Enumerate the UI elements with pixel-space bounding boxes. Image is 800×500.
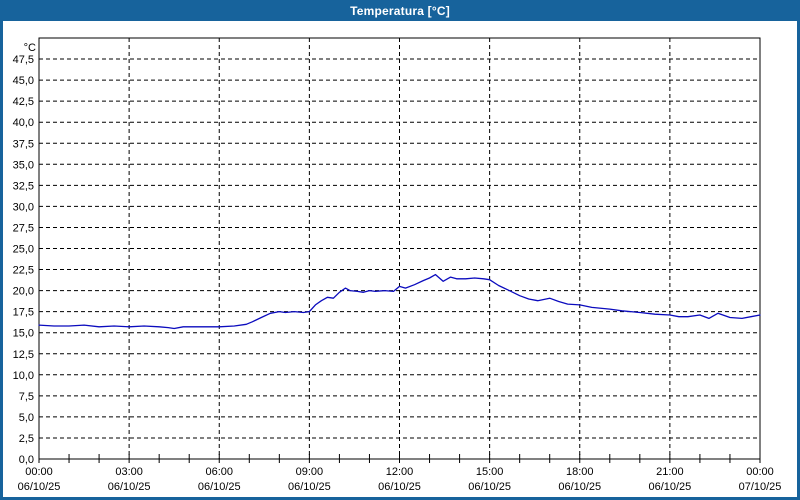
x-axis-time-label: 15:00: [476, 466, 504, 478]
y-axis-tick-label: 17,5: [13, 307, 34, 319]
y-axis-tick-label: 32,5: [13, 180, 34, 192]
y-axis-tick-label: 12,5: [13, 349, 34, 361]
y-axis-tick-label: 30,0: [13, 201, 34, 213]
y-axis-tick-label: 40,0: [13, 117, 34, 129]
y-axis-tick-label: 15,0: [13, 328, 34, 340]
x-axis-time-label: 00:00: [25, 466, 53, 478]
y-axis-tick-label: 35,0: [13, 159, 34, 171]
y-axis-tick-label: 10,0: [13, 370, 34, 382]
y-axis-tick-label: 22,5: [13, 265, 34, 277]
y-axis-unit-label: °C: [24, 42, 36, 54]
title-bar: Temperatura [°C]: [0, 0, 800, 21]
y-axis-tick-label: 27,5: [13, 222, 34, 234]
temperature-chart: 0,0 2,5 5,0 7,5 10,0 12,5 15,0 17,5 20,0 22,5 25,0…: [13, 37, 782, 493]
temperature-line: [38, 273, 761, 330]
x-axis-date-label: 06/10/25: [108, 481, 151, 493]
x-axis-date-label: 06/10/25: [558, 481, 601, 493]
x-axis-date-label: 06/10/25: [288, 481, 331, 493]
y-axis-tick-label: 37,5: [13, 138, 34, 150]
x-axis-time-label: 21:00: [656, 466, 684, 478]
y-axis-tick-label: 47,5: [13, 54, 34, 66]
y-axis-tick-label: 5,0: [19, 412, 34, 424]
y-axis-tick-label: 0,0: [19, 454, 34, 466]
plot-border: [38, 37, 761, 460]
x-axis-time-label: 03:00: [115, 466, 143, 478]
y-axis-tick-label: 20,0: [13, 286, 34, 298]
x-axis-date-label: 06/10/25: [198, 481, 241, 493]
y-axis-tick-label: 2,5: [19, 433, 34, 445]
x-axis-date-label: 06/10/25: [378, 481, 421, 493]
x-axis-time-label: 06:00: [205, 466, 233, 478]
x-axis-time-label: 12:00: [386, 466, 414, 478]
y-axis-tick-label: 7,5: [19, 391, 34, 403]
x-axis-time-label: 18:00: [566, 466, 594, 478]
x-axis-time-label: 09:00: [296, 466, 324, 478]
x-axis-date-label: 06/10/25: [648, 481, 691, 493]
y-axis-tick-label: 45,0: [13, 75, 34, 87]
window-title: Temperatura [°C]: [350, 3, 450, 18]
x-axis-date-label: 06/10/25: [18, 481, 61, 493]
x-axis-time-label: 00:00: [746, 466, 774, 478]
x-axis-date-label: 06/10/25: [468, 481, 511, 493]
x-axis-date-label: 07/10/25: [739, 481, 782, 493]
y-axis-tick-label: 25,0: [13, 244, 34, 256]
y-axis-tick-label: 42,5: [13, 96, 34, 108]
